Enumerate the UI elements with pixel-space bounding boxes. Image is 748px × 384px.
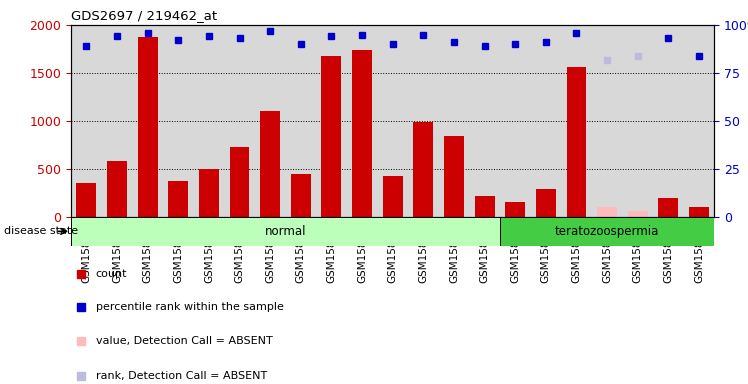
Bar — [475, 196, 494, 217]
Bar — [168, 182, 188, 217]
Text: percentile rank within the sample: percentile rank within the sample — [96, 302, 283, 313]
Text: normal: normal — [265, 225, 306, 238]
Bar — [536, 189, 556, 217]
Bar — [500, 217, 714, 246]
Bar — [322, 56, 341, 217]
Text: disease state: disease state — [4, 226, 78, 237]
Bar — [71, 217, 500, 246]
Bar — [689, 207, 709, 217]
Bar — [230, 147, 250, 217]
Text: GDS2697 / 219462_at: GDS2697 / 219462_at — [71, 9, 217, 22]
Bar — [352, 50, 372, 217]
Bar — [505, 202, 525, 217]
Bar — [414, 122, 433, 217]
Text: value, Detection Call = ABSENT: value, Detection Call = ABSENT — [96, 336, 272, 346]
Bar — [444, 136, 464, 217]
Bar — [628, 211, 648, 217]
Bar — [107, 161, 127, 217]
Text: teratozoospermia: teratozoospermia — [555, 225, 659, 238]
Bar — [76, 184, 96, 217]
Bar — [199, 169, 219, 217]
Bar — [383, 176, 402, 217]
Bar — [566, 67, 586, 217]
Bar — [658, 198, 678, 217]
Bar — [138, 38, 158, 217]
Text: count: count — [96, 269, 127, 279]
Text: rank, Detection Call = ABSENT: rank, Detection Call = ABSENT — [96, 371, 267, 381]
Bar — [291, 174, 310, 217]
Bar — [597, 207, 617, 217]
Bar — [260, 111, 280, 217]
